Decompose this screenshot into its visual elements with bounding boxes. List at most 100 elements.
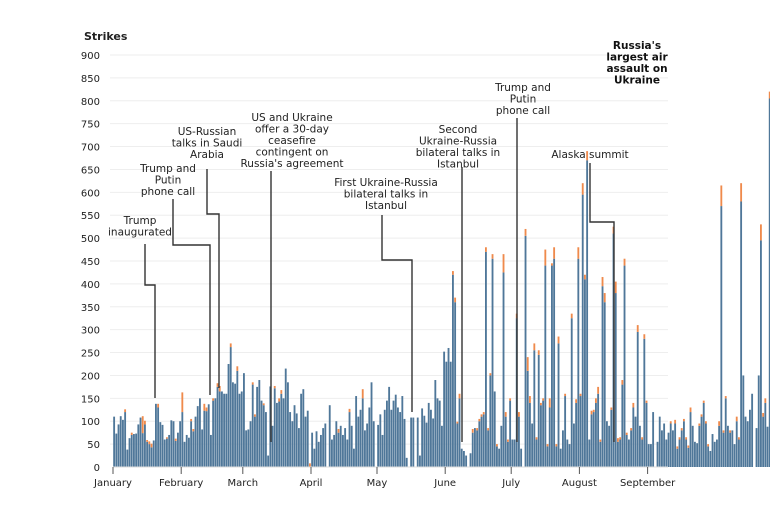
bar-base (163, 439, 166, 467)
bar-base (544, 265, 547, 467)
bar-base (573, 423, 575, 467)
bar-base (586, 160, 589, 468)
annotation-line: Ukraine-Russia (419, 136, 497, 148)
x-tick-labels: January February March April May June July Augu… (93, 467, 676, 489)
bar-base (377, 424, 380, 467)
bar-top (584, 274, 586, 280)
bar-base (647, 444, 650, 467)
bar-base (650, 444, 652, 467)
bar-top (630, 428, 633, 431)
bar-top (762, 412, 765, 417)
bar-base (361, 398, 364, 467)
bar-base (139, 417, 142, 467)
bar-base (502, 272, 505, 467)
bar-base (403, 418, 406, 467)
bar-base (438, 400, 441, 467)
bar-base (683, 421, 685, 467)
bar-base (601, 286, 604, 467)
bar-base (201, 429, 204, 467)
bar-base (691, 425, 694, 467)
bar-base (390, 409, 393, 467)
bar-top (181, 392, 184, 413)
bar-base (410, 417, 413, 467)
bar-base (412, 417, 415, 467)
bar-base (718, 425, 721, 467)
bar-base (366, 423, 369, 467)
bar-base (498, 448, 501, 467)
annotation-line: US-Russian (178, 126, 237, 138)
bar-base (289, 412, 292, 467)
bar-base (588, 439, 591, 467)
bar-top (601, 277, 604, 287)
bar-base (447, 347, 450, 467)
bar-base (680, 430, 683, 467)
bar-base (707, 446, 710, 467)
bar-base (434, 380, 437, 467)
bar-base (485, 251, 487, 467)
bar-top (190, 418, 193, 422)
month-label: April (300, 478, 323, 489)
bar-top (702, 400, 705, 403)
bar-top (632, 402, 635, 408)
month-label: May (367, 478, 388, 489)
bar-base (531, 423, 534, 467)
bar-top (273, 385, 276, 389)
bar-base (496, 446, 498, 467)
bar-top (548, 398, 551, 408)
bar-top (718, 421, 721, 426)
bar-top (738, 437, 740, 440)
bar-base (579, 396, 582, 467)
annotation-line: Russia's (613, 40, 661, 52)
bar-base (135, 433, 138, 467)
bar-top (579, 393, 582, 397)
bar-top (278, 398, 281, 402)
bar-top (720, 185, 723, 207)
bar-top (458, 393, 461, 399)
bar-base (401, 396, 404, 467)
bar-base (749, 409, 751, 467)
bar-top (678, 437, 681, 440)
bar-base (126, 449, 129, 467)
annotation-label: First Ukraine-Russia bilateral talks in Is… (334, 177, 438, 212)
annotation-leaders (144, 118, 615, 442)
bar-base (740, 201, 743, 467)
bar-top (537, 350, 540, 355)
bar-base (388, 386, 391, 467)
bar-top (504, 412, 507, 417)
bar-base (196, 406, 199, 467)
bar-top (669, 421, 672, 424)
bar-base (487, 430, 490, 467)
bar-base (643, 338, 646, 467)
annotation-line: bilateral talks in (416, 147, 500, 159)
bar-top (524, 228, 527, 236)
bar-base (645, 402, 648, 467)
bar-base (423, 415, 426, 467)
bar-base (493, 391, 496, 467)
bar-base (663, 423, 666, 467)
bar-base (562, 430, 564, 467)
annotation-line: US and Ukraine (251, 112, 332, 124)
bar-base (665, 439, 668, 467)
y-tick-label: 550 (81, 211, 100, 222)
leader-alaska-summit (589, 163, 615, 442)
bar-top (148, 441, 151, 445)
y-axis-title: Strikes (84, 30, 128, 43)
bar-top (509, 398, 512, 401)
bar-base (590, 414, 593, 467)
annotation-line: largest air (606, 52, 668, 64)
bar-base (520, 448, 523, 467)
bar-top (454, 297, 457, 303)
bar-base (150, 447, 153, 467)
bar-top (348, 408, 351, 413)
annotation-label: Trump and Putin phone call (494, 82, 551, 117)
bar-base (379, 414, 382, 467)
bar-base (313, 448, 316, 467)
bar-top (614, 281, 617, 294)
bar-base (751, 393, 754, 467)
bar-base (146, 441, 149, 467)
bar-top (236, 366, 239, 371)
bar-base (225, 393, 228, 467)
bar-top (146, 439, 149, 442)
bar-top (166, 437, 168, 439)
